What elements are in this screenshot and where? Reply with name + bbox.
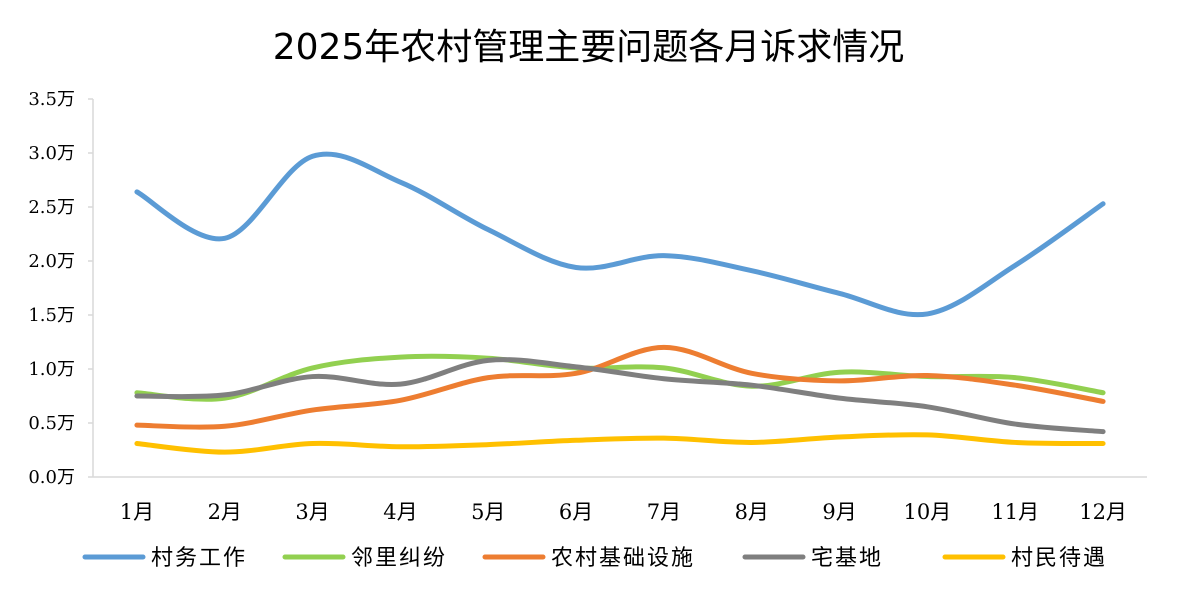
chart-title: 2025年农村管理主要问题各月诉求情况 xyxy=(272,27,905,68)
x-tick-label: 12月 xyxy=(1079,500,1127,524)
series-line-1 xyxy=(134,151,1106,318)
x-tick-label: 9月 xyxy=(822,500,856,524)
legend-label: 邻里纠纷 xyxy=(351,546,447,571)
y-tick-label: 0.5万 xyxy=(28,413,75,434)
series-line-5 xyxy=(134,432,1106,455)
x-tick-label: 2月 xyxy=(208,500,242,524)
x-tick-label: 1月 xyxy=(120,500,154,524)
legend-label: 村务工作 xyxy=(151,546,247,571)
legend-label: 农村基础设施 xyxy=(551,546,695,571)
x-tick-label: 4月 xyxy=(383,500,417,524)
x-tick-label: 5月 xyxy=(471,500,505,524)
series-line-3 xyxy=(134,344,1106,430)
y-tick-label: 1.5万 xyxy=(28,305,75,326)
y-tick-label: 3.0万 xyxy=(28,143,75,164)
x-tick-label: 11月 xyxy=(991,500,1039,524)
x-tick-label: 6月 xyxy=(559,500,593,524)
y-tick-label: 2.0万 xyxy=(28,251,75,272)
legend-label: 村民待遇 xyxy=(1011,546,1107,571)
x-tick-label: 3月 xyxy=(295,500,329,524)
y-tick-label: 2.5万 xyxy=(28,197,75,218)
x-tick-label: 8月 xyxy=(735,500,769,524)
y-tick-label: 1.0万 xyxy=(28,359,75,380)
y-tick-label: 0.0万 xyxy=(28,467,75,488)
series-line-4 xyxy=(134,357,1106,435)
x-tick-label: 7月 xyxy=(647,500,681,524)
y-tick-label: 3.5万 xyxy=(28,89,75,110)
legend-label: 宅基地 xyxy=(811,546,883,571)
x-tick-label: 10月 xyxy=(904,500,952,524)
